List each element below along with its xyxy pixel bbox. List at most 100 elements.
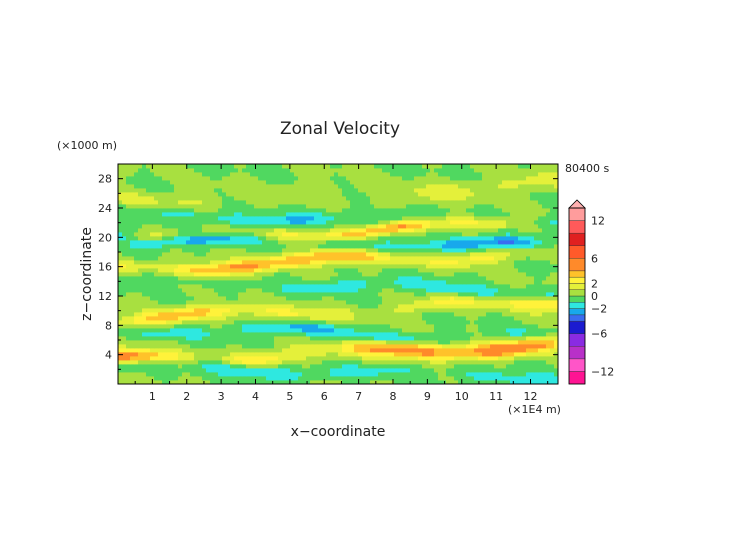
field-cell [338, 364, 343, 369]
field-cell [342, 296, 347, 301]
field-cell [302, 292, 307, 297]
field-cell [330, 264, 335, 269]
field-cell [214, 308, 219, 313]
field-cell [202, 308, 207, 313]
field-cell [466, 340, 471, 345]
field-cell [254, 296, 259, 301]
field-cell [354, 328, 359, 333]
field-cell [366, 248, 371, 253]
field-cell [498, 352, 503, 357]
field-cell [146, 376, 151, 381]
field-cell [182, 344, 187, 349]
field-cell [382, 264, 387, 269]
field-cell [462, 296, 467, 301]
field-cell [422, 308, 427, 313]
field-cell [446, 364, 451, 369]
field-cell [358, 248, 363, 253]
field-cell [314, 228, 319, 233]
field-cell [150, 204, 155, 209]
field-cell [366, 348, 371, 353]
field-cell [146, 300, 151, 305]
field-cell [346, 368, 351, 373]
field-cell [354, 340, 359, 345]
field-cell [394, 244, 399, 249]
field-cell [378, 380, 383, 385]
field-cell [510, 336, 515, 341]
field-cell [226, 376, 231, 381]
field-cell [122, 380, 127, 385]
field-cell [442, 284, 447, 289]
field-cell [394, 340, 399, 345]
field-cell [242, 368, 247, 373]
field-cell [354, 208, 359, 213]
field-cell [506, 292, 511, 297]
field-cell [186, 260, 191, 265]
field-cell [426, 284, 431, 289]
field-cell [186, 304, 191, 309]
field-cell [258, 260, 263, 265]
field-cell [442, 300, 447, 305]
field-cell [442, 324, 447, 329]
field-cell [242, 292, 247, 297]
field-cell [538, 364, 543, 369]
field-cell [394, 348, 399, 353]
field-cell [166, 204, 171, 209]
field-cell [382, 256, 387, 261]
field-cell [174, 380, 179, 385]
field-cell [214, 356, 219, 361]
field-cell [310, 228, 315, 233]
field-cell [186, 324, 191, 329]
field-cell [382, 300, 387, 305]
field-cell [518, 324, 523, 329]
field-cell [422, 220, 427, 225]
field-cell [298, 236, 303, 241]
field-cell [522, 240, 527, 245]
field-cell [358, 380, 363, 385]
field-cell [274, 256, 279, 261]
field-cell [302, 340, 307, 345]
field-cell [502, 376, 507, 381]
field-cell [370, 304, 375, 309]
field-cell [490, 276, 495, 281]
field-cell [338, 336, 343, 341]
field-cell [286, 320, 291, 325]
field-cell [230, 240, 235, 245]
field-cell [462, 324, 467, 329]
field-cell [222, 340, 227, 345]
field-cell [310, 296, 315, 301]
field-cell [330, 328, 335, 333]
field-cell [154, 260, 159, 265]
field-cell [146, 340, 151, 345]
field-cell [274, 312, 279, 317]
field-cell [494, 304, 499, 309]
field-cell [134, 380, 139, 385]
field-cell [242, 232, 247, 237]
field-cell [170, 296, 175, 301]
field-cell [354, 228, 359, 233]
field-cell [430, 336, 435, 341]
field-cell [546, 308, 551, 313]
field-cell [546, 268, 551, 273]
field-cell [154, 288, 159, 293]
field-cell [262, 380, 267, 385]
field-cell [286, 316, 291, 321]
field-cell [190, 248, 195, 253]
field-cell [182, 328, 187, 333]
field-cell [414, 204, 419, 209]
field-cell [438, 244, 443, 249]
field-cell [298, 316, 303, 321]
field-cell [498, 360, 503, 365]
field-cell [322, 212, 327, 217]
field-cell [370, 240, 375, 245]
field-cell [538, 344, 543, 349]
field-cell [126, 328, 131, 333]
field-cell [518, 296, 523, 301]
field-cell [410, 240, 415, 245]
field-cell [242, 320, 247, 325]
field-cell [382, 212, 387, 217]
field-cell [298, 368, 303, 373]
field-cell [502, 296, 507, 301]
field-cell [446, 216, 451, 221]
field-cell [286, 276, 291, 281]
field-cell [218, 264, 223, 269]
